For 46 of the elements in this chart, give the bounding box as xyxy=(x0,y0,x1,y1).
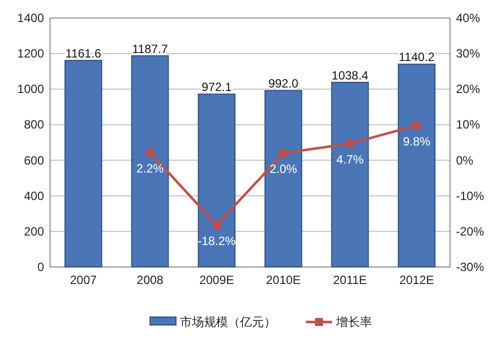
y2-tick-label: 30% xyxy=(456,46,480,61)
y2-tick-label: 20% xyxy=(456,82,480,96)
data-label: 1140.2 xyxy=(398,50,435,64)
y-tick-label: 1400 xyxy=(17,11,44,25)
data-label: 1187.7 xyxy=(132,42,168,56)
y2-tick-label: -10% xyxy=(456,188,484,203)
point xyxy=(146,148,154,156)
data-label: 972.1 xyxy=(202,80,232,94)
legend-label: 市场规模（亿元） xyxy=(180,315,276,329)
y-tick-label: 1000 xyxy=(17,82,44,96)
y-tick-label: 800 xyxy=(24,118,44,132)
bar xyxy=(198,94,236,268)
y2-tick-label: -20% xyxy=(456,224,484,238)
data-label: 1161.6 xyxy=(65,46,102,60)
y2-tick-label: 10% xyxy=(456,118,480,132)
x-tick-label: 2008 xyxy=(136,273,164,287)
y2-tick-label: -30% xyxy=(456,260,484,274)
point xyxy=(412,121,421,130)
bar xyxy=(331,82,369,268)
bar xyxy=(64,60,102,268)
data-label: 9.8% xyxy=(402,134,431,148)
bar xyxy=(131,55,169,268)
bar xyxy=(264,90,302,268)
y-tick-label: 0 xyxy=(37,260,44,274)
data-label: -18.2% xyxy=(198,234,236,248)
y2-tick-label: 40% xyxy=(456,11,480,25)
x-tick-label: 2010E xyxy=(266,273,301,287)
y-tick-label: 1200 xyxy=(17,46,44,61)
x-tick-label: 2009E xyxy=(199,273,234,287)
data-label: 4.7% xyxy=(336,152,364,167)
x-tick-label: 2012E xyxy=(399,273,434,287)
y-tick-label: 600 xyxy=(24,153,44,168)
bar xyxy=(398,64,436,268)
data-label: 2.2% xyxy=(136,161,164,176)
data-label: 992.0 xyxy=(268,76,299,91)
data-label: 2.0% xyxy=(270,162,298,176)
x-tick-label: 2011E xyxy=(333,273,367,287)
point xyxy=(279,149,288,158)
point xyxy=(346,140,354,148)
legend-label: 增长率 xyxy=(335,315,372,329)
y2-tick-label: 0% xyxy=(456,153,474,168)
y-tick-label: 400 xyxy=(24,188,44,203)
y-tick-label: 200 xyxy=(24,224,44,238)
data-label: 1038.4 xyxy=(332,68,369,82)
point xyxy=(212,221,221,230)
x-tick-label: 2007 xyxy=(70,273,98,287)
